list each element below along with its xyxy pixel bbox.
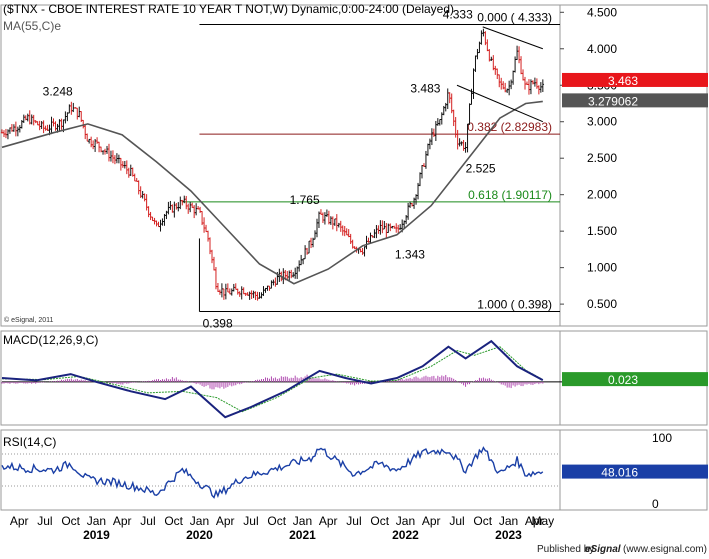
value-label-box (562, 72, 708, 87)
x-month-label: May (531, 514, 554, 528)
x-year-label: 2021 (289, 528, 316, 541)
rsi-tick-label: 100 (652, 431, 672, 445)
x-month-label: Oct (164, 514, 183, 528)
chart-title: ($TNX - CBOE INTEREST RATE 10 YEAR T NOT… (3, 2, 454, 16)
price-annotation: 0.398 (203, 317, 233, 331)
x-year-label: 2023 (495, 528, 522, 541)
x-month-label: Jan (396, 514, 415, 528)
macd-title: MACD(12,26,9,C) (3, 333, 98, 347)
time-axis: Apr Jul Oct Jan Apr Jul Oct Jan Apr Jul Oct Jan Apr J… (10, 514, 554, 541)
x-month-label: Apr (319, 514, 338, 528)
macd-signal-line (1, 346, 544, 413)
x-year-label: 2019 (83, 528, 110, 541)
rsi-title: RSI(14,C) (3, 435, 56, 449)
x-month-label: Jan (87, 514, 106, 528)
panel-border-0 (0, 4, 708, 327)
esignal-logo: eSignal (585, 544, 621, 555)
channel-line (456, 84, 544, 123)
x-month-label: Oct (473, 514, 492, 528)
x-month-label: Apr (113, 514, 132, 528)
rsi-panel: RSI(14,C)10050048.016 (1, 431, 708, 511)
fib-label: 0.382 (2.82983) (467, 120, 552, 134)
value-label-text: 3.463 (608, 74, 638, 88)
y-tick-label: 4.000 (587, 42, 617, 56)
y-tick-label: 3.000 (587, 115, 617, 129)
price-annotation: 1.343 (395, 248, 425, 262)
price-annotation: 4.333 (443, 7, 473, 21)
candles (0, 28, 545, 301)
y-tick-label: 2.000 (587, 188, 617, 202)
x-month-label: Jul (449, 514, 464, 528)
price-annotation: 3.483 (410, 81, 440, 95)
x-month-label: Jan (499, 514, 518, 528)
macd-value-box (562, 372, 708, 387)
published-by-text: Published by (537, 544, 595, 555)
rsi-line (1, 446, 544, 499)
ma-legend: MA(55,C)e (3, 19, 61, 33)
esignal-url: (www.esignal.com) (623, 544, 707, 555)
x-month-label: Apr (422, 514, 441, 528)
y-tick-label: 0.500 (587, 297, 617, 311)
x-year-label: 2020 (186, 528, 213, 541)
chart-canvas: 4.5004.0003.5003.0002.5002.0001.5001.000… (0, 2, 708, 541)
x-month-label: Apr (216, 514, 235, 528)
rsi-tick-label: 0 (652, 497, 659, 511)
macd-histogram (1, 374, 544, 390)
fib-label: 0.000 ( 4.333) (477, 10, 552, 24)
x-month-label: Jul (37, 514, 52, 528)
channel-line (482, 26, 544, 50)
x-month-label: Apr (10, 514, 29, 528)
x-month-label: Oct (267, 514, 286, 528)
x-month-label: Jul (346, 514, 361, 528)
x-month-label: Jul (243, 514, 258, 528)
x-month-label: Jul (140, 514, 155, 528)
value-label-box (562, 93, 708, 108)
y-tick-label: 2.500 (587, 151, 617, 165)
copyright-text: © eSignal, 2011 (4, 316, 54, 324)
y-tick-label: 4.500 (587, 5, 617, 19)
price-annotation: 2.525 (466, 161, 496, 175)
x-month-label: Oct (370, 514, 389, 528)
footer-bar: Published by eSignal (www.esignal.com) (0, 541, 709, 559)
x-month-label: Oct (61, 514, 80, 528)
price-annotation: 1.765 (290, 193, 320, 207)
macd-panel: MACD(12,26,9,C) 0.023 (1, 333, 708, 419)
rsi-value-text: 48.016 (601, 466, 638, 480)
price-annotation: 3.248 (43, 85, 73, 99)
y-tick-label: 1.500 (587, 224, 617, 238)
price-panel: 4.5004.0003.5003.0002.5002.0001.5001.000… (0, 5, 708, 331)
value-label-text: 3.279062 (588, 94, 638, 108)
fib-label: 1.000 ( 0.398) (477, 298, 552, 312)
macd-value-text: 0.023 (608, 373, 638, 387)
x-month-label: Jan (190, 514, 209, 528)
ma-55-line (1, 100, 543, 285)
x-month-label: Apr (525, 514, 544, 528)
x-year-label: 2022 (392, 528, 419, 541)
x-month-label: Jan (293, 514, 312, 528)
y-tick-label: 1.000 (587, 261, 617, 275)
rsi-value-box (562, 464, 708, 479)
fib-label: 0.618 (1.90117) (468, 188, 552, 202)
macd-line (1, 339, 544, 419)
